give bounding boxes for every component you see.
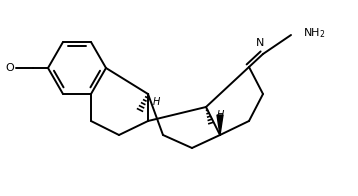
Polygon shape xyxy=(217,115,223,135)
Text: H: H xyxy=(216,110,224,120)
Text: N: N xyxy=(256,38,264,48)
Text: NH$_2$: NH$_2$ xyxy=(303,26,325,40)
Text: H: H xyxy=(152,97,160,107)
Text: O: O xyxy=(5,63,14,73)
